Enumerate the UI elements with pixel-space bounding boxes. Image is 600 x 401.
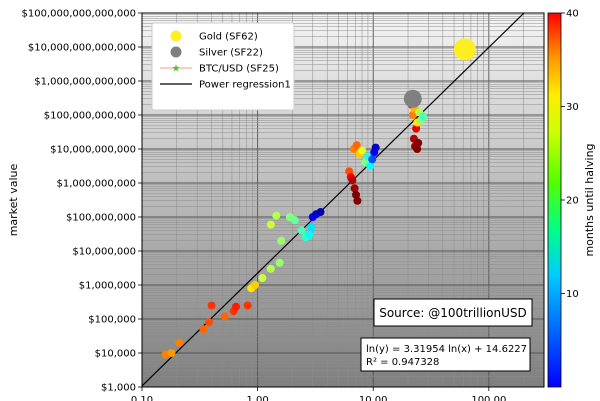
y-axis-label: market value: [7, 163, 20, 236]
colorbar-label: months until halving: [583, 143, 596, 256]
btc-data-point: [412, 124, 421, 133]
y-tick-label: $1,000,000: [79, 281, 136, 292]
source-annotation: Source: @100trillionUSD: [373, 298, 533, 327]
x-tick-label: 10.00: [359, 395, 388, 401]
x-tick-label: 100.00: [471, 395, 506, 401]
btc-data-point: [419, 112, 428, 121]
y-tick-label: $100,000: [88, 315, 136, 326]
btc-data-point: [231, 302, 240, 311]
btc-data-point: [251, 281, 260, 289]
btc-data-point: [243, 301, 252, 310]
btc-data-point: [358, 146, 367, 155]
y-tick-label: $100,000,000: [66, 213, 136, 224]
btc-data-point: [275, 258, 284, 267]
data-points: [161, 38, 476, 359]
legend-box: [151, 22, 295, 111]
legend: Gold (SF62) Silver (SF22) ★ BTC/USD (SF2…: [151, 22, 295, 111]
y-tick-label: $10,000,000,000: [50, 145, 136, 156]
colorbar-tick-label: 20: [566, 196, 579, 207]
btc-data-point: [297, 226, 306, 235]
colorbar-gradient: [547, 12, 562, 388]
source-text: Source: @100trillionUSD: [379, 306, 527, 320]
legend-label-gold: Gold (SF62): [199, 32, 258, 43]
y-tick-label: $10,000,000,000,000: [28, 43, 136, 54]
x-axis-ticks: 0.10 1.00 10.00 100.00: [131, 387, 506, 401]
regression-equation: ln(y) = 3.31954 ln(x) + 14.6227 R² = 0.9…: [360, 337, 531, 372]
y-axis-ticks: $1,000 $10,000 $100,000 $1,000,000 $10,000,0…: [21, 9, 142, 394]
plot-frame: [141, 12, 545, 388]
equation-box: [360, 337, 531, 372]
legend-label-btc: BTC/USD (SF25): [199, 64, 279, 75]
btc-data-point: [266, 220, 275, 229]
source-box: [373, 298, 533, 327]
x-tick-label: 0.10: [131, 395, 153, 401]
btc-data-point: [366, 161, 375, 170]
colorbar-tick-label: 40: [566, 9, 579, 20]
btc-data-point: [175, 338, 184, 347]
legend-label-regression: Power regression1: [199, 80, 291, 91]
btc-data-point: [352, 190, 361, 199]
btc-data-point: [350, 184, 359, 193]
btc-data-point: [220, 312, 229, 321]
btc-data-point: [199, 325, 208, 334]
gold-point: [453, 38, 476, 61]
btc-data-point: [305, 230, 314, 239]
btc-data-point: [277, 236, 286, 245]
legend-star-btc: ★: [172, 64, 181, 75]
btc-data-point: [316, 208, 325, 217]
legend-marker-silver: [170, 46, 182, 58]
btc-data-point: [207, 301, 216, 310]
btc-data-point: [205, 318, 214, 327]
btc-data-point: [266, 264, 275, 273]
btc-data-point: [413, 145, 422, 153]
x-tick-label: 1.00: [246, 395, 268, 401]
btc-data-point: [307, 223, 316, 232]
equation-text: ln(y) = 3.31954 ln(x) + 14.6227: [366, 344, 527, 355]
y-tick-label: $100,000,000,000,000: [21, 9, 136, 20]
btc-data-point: [414, 139, 423, 148]
y-tick-label: $100,000,000,000: [44, 111, 136, 122]
legend-label-silver: Silver (SF22): [199, 48, 263, 59]
colorbar-ticks: 10 20 30 40: [561, 9, 579, 300]
btc-data-point: [258, 274, 267, 283]
btc-data-point: [371, 143, 380, 152]
colorbar: 10 20 30 40 months until halving: [547, 9, 596, 388]
silver-point: [403, 89, 422, 108]
colorbar-tick-label: 10: [566, 289, 579, 300]
y-tick-label: $1,000: [101, 383, 136, 394]
colorbar-tick-label: 30: [566, 102, 579, 113]
btc-data-point: [353, 196, 362, 205]
r-squared-text: R² = 0.947328: [366, 357, 439, 368]
legend-marker-gold: [170, 30, 182, 42]
btc-data-point: [290, 216, 299, 225]
y-tick-label: $10,000,000: [72, 247, 136, 258]
btc-data-point: [348, 176, 357, 185]
btc-data-point: [352, 141, 361, 150]
btc-data-point: [167, 349, 176, 357]
btc-data-point: [368, 155, 377, 164]
y-tick-label: $10,000: [95, 349, 136, 360]
y-tick-label: $1,000,000,000,000: [34, 77, 136, 88]
y-tick-label: $1,000,000,000: [56, 179, 136, 190]
btc-data-point: [272, 211, 281, 220]
